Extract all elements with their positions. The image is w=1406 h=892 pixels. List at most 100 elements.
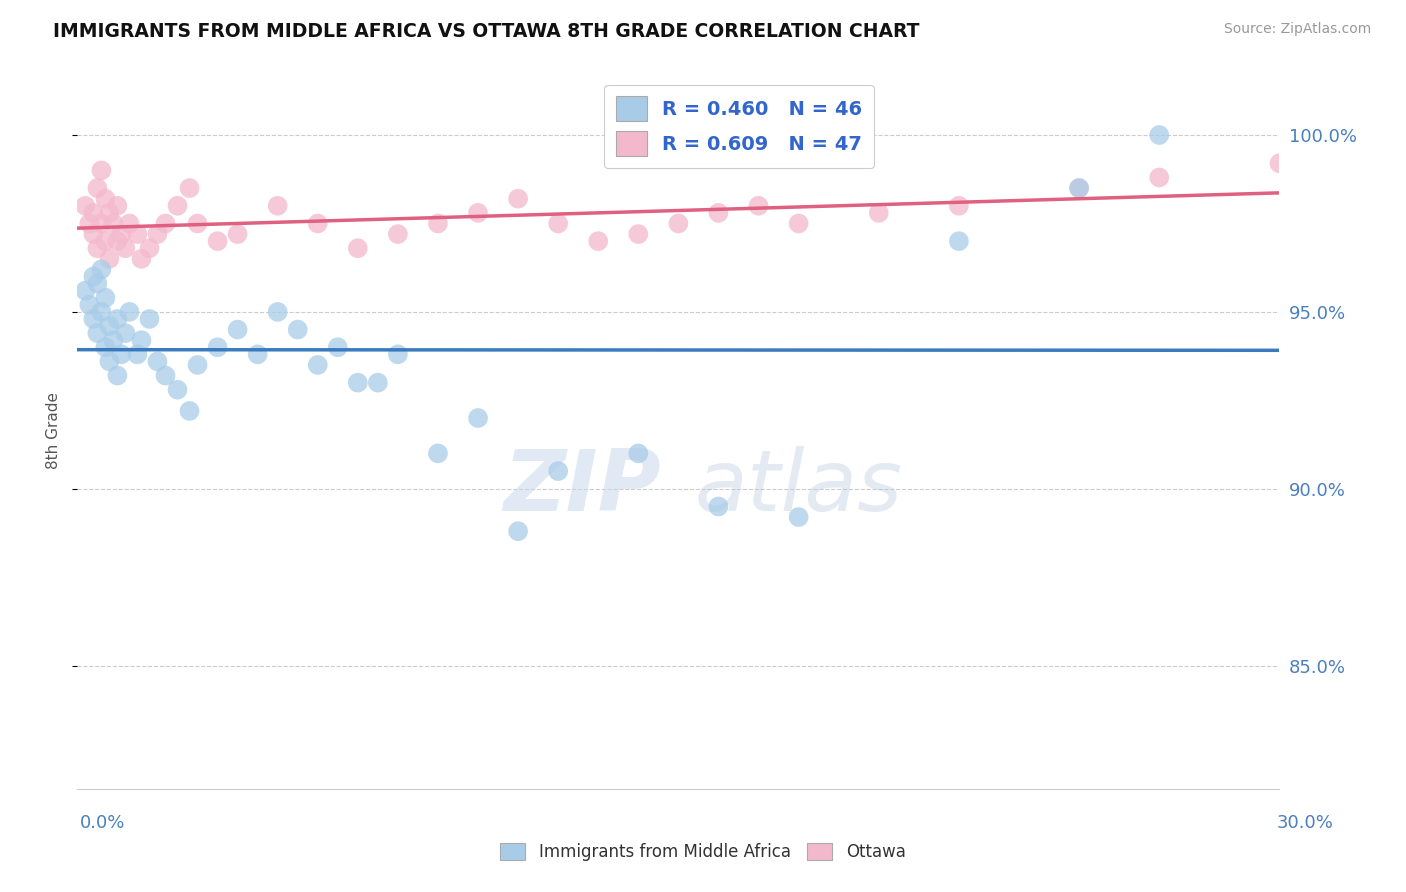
Point bbox=[948, 234, 970, 248]
Point bbox=[387, 347, 409, 361]
Point bbox=[79, 298, 101, 312]
Text: Source: ZipAtlas.com: Source: ZipAtlas.com bbox=[1223, 22, 1371, 37]
Point bbox=[287, 322, 309, 336]
Point bbox=[155, 217, 177, 231]
Point bbox=[187, 217, 209, 231]
Point bbox=[166, 383, 188, 397]
Point bbox=[207, 234, 229, 248]
Point bbox=[367, 376, 389, 390]
Point bbox=[187, 358, 209, 372]
Point bbox=[707, 206, 730, 220]
Point bbox=[166, 199, 188, 213]
Text: 0.0%: 0.0% bbox=[80, 814, 125, 831]
Point bbox=[94, 291, 117, 305]
Point bbox=[155, 368, 177, 383]
Text: 30.0%: 30.0% bbox=[1277, 814, 1333, 831]
Point bbox=[427, 446, 450, 460]
Point bbox=[1268, 156, 1291, 170]
Point bbox=[547, 464, 569, 478]
Point bbox=[103, 217, 125, 231]
Point bbox=[307, 217, 329, 231]
Point bbox=[787, 217, 810, 231]
Point bbox=[326, 340, 349, 354]
Point bbox=[246, 347, 269, 361]
Point bbox=[508, 192, 530, 206]
Point bbox=[82, 312, 104, 326]
Legend: Immigrants from Middle Africa, Ottawa: Immigrants from Middle Africa, Ottawa bbox=[494, 836, 912, 868]
Point bbox=[107, 312, 129, 326]
Legend: R = 0.460   N = 46, R = 0.609   N = 47: R = 0.460 N = 46, R = 0.609 N = 47 bbox=[605, 85, 875, 168]
Point bbox=[131, 333, 153, 347]
Point bbox=[94, 340, 117, 354]
Point bbox=[86, 181, 108, 195]
Point bbox=[267, 199, 290, 213]
Point bbox=[110, 227, 132, 241]
Point bbox=[75, 284, 97, 298]
Point bbox=[1149, 128, 1171, 142]
Point bbox=[98, 252, 121, 266]
Point bbox=[118, 217, 141, 231]
Point bbox=[707, 500, 730, 514]
Point bbox=[90, 163, 112, 178]
Point bbox=[107, 234, 129, 248]
Point bbox=[82, 206, 104, 220]
Point bbox=[75, 199, 97, 213]
Point bbox=[1069, 181, 1091, 195]
Y-axis label: 8th Grade: 8th Grade bbox=[45, 392, 60, 469]
Point bbox=[146, 354, 169, 368]
Point bbox=[98, 319, 121, 334]
Point bbox=[79, 217, 101, 231]
Point bbox=[179, 181, 201, 195]
Point bbox=[114, 326, 136, 340]
Point bbox=[127, 227, 149, 241]
Point bbox=[347, 241, 370, 255]
Point bbox=[547, 217, 569, 231]
Point bbox=[226, 227, 249, 241]
Text: atlas: atlas bbox=[695, 446, 903, 529]
Point bbox=[307, 358, 329, 372]
Point bbox=[179, 404, 201, 418]
Point bbox=[94, 234, 117, 248]
Point bbox=[90, 262, 112, 277]
Point bbox=[427, 217, 450, 231]
Point bbox=[103, 333, 125, 347]
Point bbox=[467, 206, 489, 220]
Point bbox=[387, 227, 409, 241]
Point bbox=[90, 217, 112, 231]
Point bbox=[138, 312, 160, 326]
Point bbox=[86, 241, 108, 255]
Point bbox=[467, 411, 489, 425]
Point bbox=[588, 234, 610, 248]
Point bbox=[748, 199, 770, 213]
Point bbox=[787, 510, 810, 524]
Point bbox=[86, 277, 108, 291]
Text: IMMIGRANTS FROM MIDDLE AFRICA VS OTTAWA 8TH GRADE CORRELATION CHART: IMMIGRANTS FROM MIDDLE AFRICA VS OTTAWA … bbox=[53, 22, 920, 41]
Point bbox=[82, 227, 104, 241]
Point bbox=[146, 227, 169, 241]
Point bbox=[82, 269, 104, 284]
Point bbox=[207, 340, 229, 354]
Point bbox=[138, 241, 160, 255]
Point bbox=[98, 206, 121, 220]
Point bbox=[110, 347, 132, 361]
Point bbox=[94, 192, 117, 206]
Point bbox=[347, 376, 370, 390]
Point bbox=[131, 252, 153, 266]
Point bbox=[267, 305, 290, 319]
Point bbox=[1069, 181, 1091, 195]
Point bbox=[114, 241, 136, 255]
Point bbox=[868, 206, 890, 220]
Point bbox=[107, 368, 129, 383]
Point bbox=[118, 305, 141, 319]
Point bbox=[948, 199, 970, 213]
Point bbox=[127, 347, 149, 361]
Point bbox=[226, 322, 249, 336]
Point bbox=[508, 524, 530, 539]
Point bbox=[668, 217, 690, 231]
Point bbox=[1149, 170, 1171, 185]
Point bbox=[98, 354, 121, 368]
Point bbox=[107, 199, 129, 213]
Text: ZIP: ZIP bbox=[503, 446, 661, 529]
Point bbox=[86, 326, 108, 340]
Point bbox=[627, 446, 650, 460]
